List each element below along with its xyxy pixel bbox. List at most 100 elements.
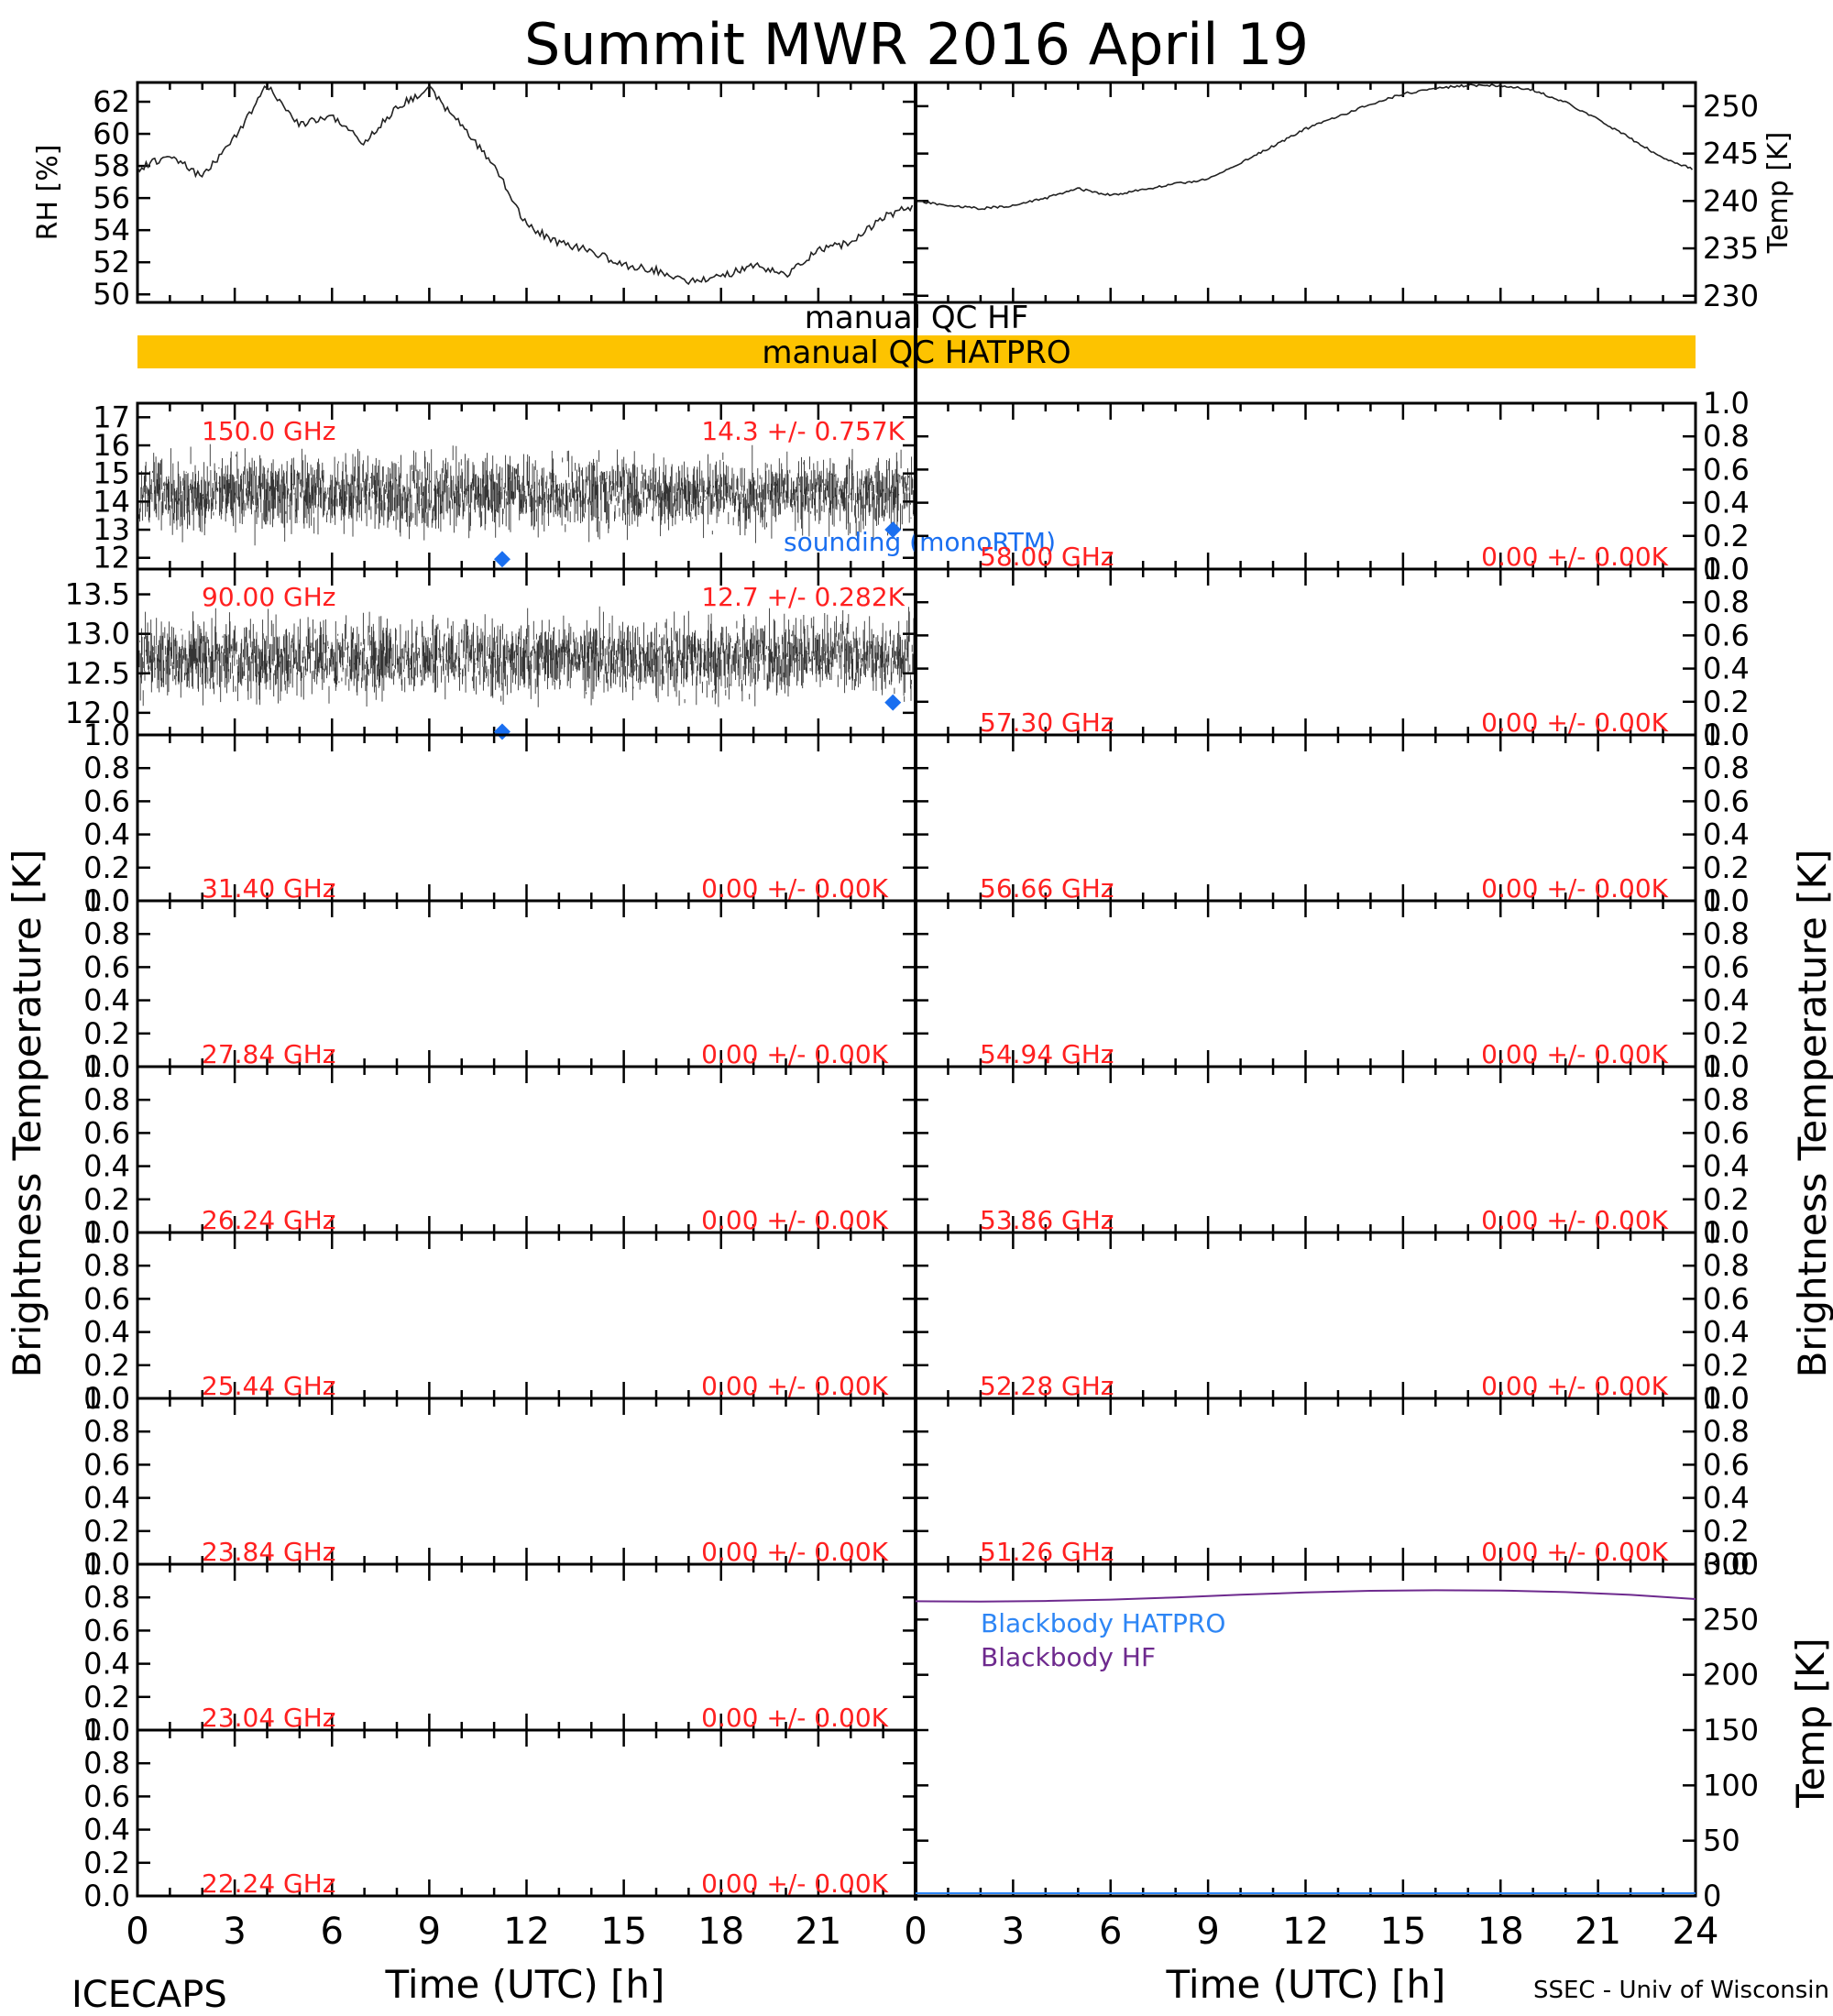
ch-52.28-ytick-label: 0.6 xyxy=(1703,1281,1750,1316)
ch-53.86-ytick-label: 0.6 xyxy=(1703,1115,1750,1150)
ch-27.84-ytick-label: 0.2 xyxy=(83,1016,130,1051)
ch-52.28-ytick-label: 0.2 xyxy=(1703,1348,1750,1383)
rh-series-line xyxy=(137,84,914,286)
ch-26.24-ytick-label: 0.8 xyxy=(83,1082,130,1117)
ch-56.66-ytick-label: 0.4 xyxy=(1703,817,1750,852)
ch-53.86-channel-label: 53.86 GHz xyxy=(980,1205,1114,1235)
ch-150-ytick-label: 16 xyxy=(93,428,130,463)
ch-51.26-ytick-label: 1.0 xyxy=(1703,1381,1750,1416)
ch-150-ytick-label: 14 xyxy=(93,484,130,519)
ch-150-stats-label: 14.3 +/- 0.757K xyxy=(701,416,905,446)
x-tick-label-right: 6 xyxy=(1099,1911,1122,1953)
ch-51.26-ytick-label: 0.6 xyxy=(1703,1447,1750,1482)
ch-22.24-ytick-label: 0.6 xyxy=(83,1779,130,1813)
ch-51.26-ytick-label: 0.8 xyxy=(1703,1414,1750,1449)
ch-51.26-ytick-label: 0.2 xyxy=(1703,1514,1750,1549)
x-tick-label-right: 3 xyxy=(1002,1911,1025,1953)
ch-57.30-ytick-label: 0.4 xyxy=(1703,652,1750,686)
rh-ylabel: RH [%] xyxy=(32,145,64,241)
ch-31.40-ytick-label: 0.4 xyxy=(83,817,130,852)
blackbody-hf-legend: Blackbody HF xyxy=(981,1642,1156,1672)
ch-51.26-ytick-label: 0.4 xyxy=(1703,1481,1750,1516)
ch-58.00-ytick-label: 0.4 xyxy=(1703,486,1750,520)
ch-58.00-stats-label: 0.00 +/- 0.00K xyxy=(1481,542,1668,572)
ch-150-ytick-label: 15 xyxy=(93,456,130,491)
ch-90-stats-label: 12.7 +/- 0.282K xyxy=(701,582,905,612)
ch-54.94-ytick-label: 0.4 xyxy=(1703,983,1750,1018)
ch-90-sounding-point xyxy=(884,694,902,711)
ch-22.24-stats-label: 0.00 +/- 0.00K xyxy=(701,1868,888,1899)
ch-25.44-ytick-label: 0.8 xyxy=(83,1248,130,1283)
rh-panel-ytick-label: 54 xyxy=(93,213,130,247)
ch-23.04-ytick-label: 0.4 xyxy=(83,1647,130,1682)
ch-51.26-ytick-label: 0.0 xyxy=(1703,1547,1750,1582)
ch-90-observation-series xyxy=(138,606,915,707)
ch-56.66-ytick-label: 0.6 xyxy=(1703,783,1750,818)
temp-ylabel: Temp [K] xyxy=(1762,132,1795,255)
ch-90-channel-label: 90.00 GHz xyxy=(202,582,336,612)
temp-series-line xyxy=(915,83,1694,211)
ch-31.40-stats-label: 0.00 +/- 0.00K xyxy=(701,873,888,904)
ch-23.04-ytick-label: 0.6 xyxy=(83,1613,130,1648)
sounding-legend-label: sounding (monoRTM) xyxy=(784,527,1056,557)
ch-58.00-channel-label: 58.00 GHz xyxy=(980,542,1114,572)
footer-left: ICECAPS xyxy=(71,1974,227,2016)
ch-22.24-ytick-label: 0.2 xyxy=(83,1846,130,1880)
figure-title: Summit MWR 2016 April 19 xyxy=(524,11,1309,78)
ch-27.84-ytick-label: 0.6 xyxy=(83,949,130,984)
ch-90-ytick-label: 12.5 xyxy=(65,656,130,691)
ch-26.24-ytick-label: 0.4 xyxy=(83,1149,130,1184)
ch-23.04-ytick-label: 1.0 xyxy=(83,1547,130,1582)
rh-panel-ytick-label: 50 xyxy=(93,277,130,312)
ch-57.30-ytick-label: 0.6 xyxy=(1703,618,1750,652)
ch-53.86-ytick-label: 0.4 xyxy=(1703,1149,1750,1184)
ch-27.84-ytick-label: 0.4 xyxy=(83,983,130,1018)
x-tick-label-right: 12 xyxy=(1282,1911,1329,1953)
ch-23.84-channel-label: 23.84 GHz xyxy=(202,1537,336,1567)
ch-150-observation-series xyxy=(138,444,915,546)
ch-90-ytick-label: 12.0 xyxy=(65,696,130,730)
ch-25.44-stats-label: 0.00 +/- 0.00K xyxy=(701,1371,888,1401)
x-tick-label-right: 0 xyxy=(904,1911,927,1953)
ch-150-channel-label: 150.0 GHz xyxy=(202,416,336,446)
ch-57.30-stats-label: 0.00 +/- 0.00K xyxy=(1481,707,1668,738)
ch-57.30-ytick-label: 0.0 xyxy=(1703,718,1750,752)
ch-23.84-ytick-label: 0.2 xyxy=(83,1514,130,1549)
x-tick-label-right: 15 xyxy=(1379,1911,1426,1953)
ch-22.24-channel-label: 22.24 GHz xyxy=(202,1868,336,1899)
x-tick-label-left: 18 xyxy=(697,1911,744,1953)
ch-54.94-ytick-label: 1.0 xyxy=(1703,883,1750,918)
ch-54.94-stats-label: 0.00 +/- 0.00K xyxy=(1481,1039,1668,1069)
x-tick-label-left: 9 xyxy=(418,1911,441,1953)
x-axis-label-right: Time (UTC) [h] xyxy=(1166,1962,1446,2007)
ch-150-sounding-point xyxy=(493,551,510,568)
ch-25.44-ytick-label: 1.0 xyxy=(83,1215,130,1250)
ch-58.00-ytick-label: 0.2 xyxy=(1703,519,1750,553)
right-brightness-ylabel: Brightness Temperature [K] xyxy=(1790,849,1833,1378)
blackbody-panel-ytick-label: 100 xyxy=(1703,1768,1759,1802)
blackbody-hatpro-legend: Blackbody HATPRO xyxy=(981,1608,1225,1638)
left-brightness-ylabel: Brightness Temperature [K] xyxy=(5,849,49,1378)
ch-25.44-ytick-label: 0.2 xyxy=(83,1348,130,1383)
ch-26.24-stats-label: 0.00 +/- 0.00K xyxy=(701,1205,888,1235)
temp-panel-ytick-label: 235 xyxy=(1703,231,1759,266)
ch-23.04-channel-label: 23.04 GHz xyxy=(202,1703,336,1733)
blackbody-ylabel: Temp [K] xyxy=(1788,1638,1833,1809)
rh-panel-ytick-label: 62 xyxy=(93,84,130,119)
blackbody-panel-ytick-label: 250 xyxy=(1703,1602,1759,1637)
rh-panel-ytick-label: 60 xyxy=(93,116,130,151)
ch-53.86-ytick-label: 0.0 xyxy=(1703,1215,1750,1250)
ch-22.24-ytick-label: 0.4 xyxy=(83,1813,130,1847)
footer-right: SSEC - Univ of Wisconsin xyxy=(1533,1977,1829,2004)
x-tick-label-left: 12 xyxy=(503,1911,550,1953)
ch-31.40-ytick-label: 0.0 xyxy=(83,883,130,918)
ch-27.84-channel-label: 27.84 GHz xyxy=(202,1039,336,1069)
ch-52.28-ytick-label: 1.0 xyxy=(1703,1215,1750,1250)
x-tick-label-left: 6 xyxy=(321,1911,344,1953)
ch-54.94-ytick-label: 0.6 xyxy=(1703,949,1750,984)
ch-54.94-ytick-label: 0.2 xyxy=(1703,1016,1750,1051)
ch-54.94-ytick-label: 0.8 xyxy=(1703,916,1750,951)
ch-26.24-ytick-label: 1.0 xyxy=(83,1049,130,1084)
ch-58.00-ytick-label: 0.0 xyxy=(1703,552,1750,586)
